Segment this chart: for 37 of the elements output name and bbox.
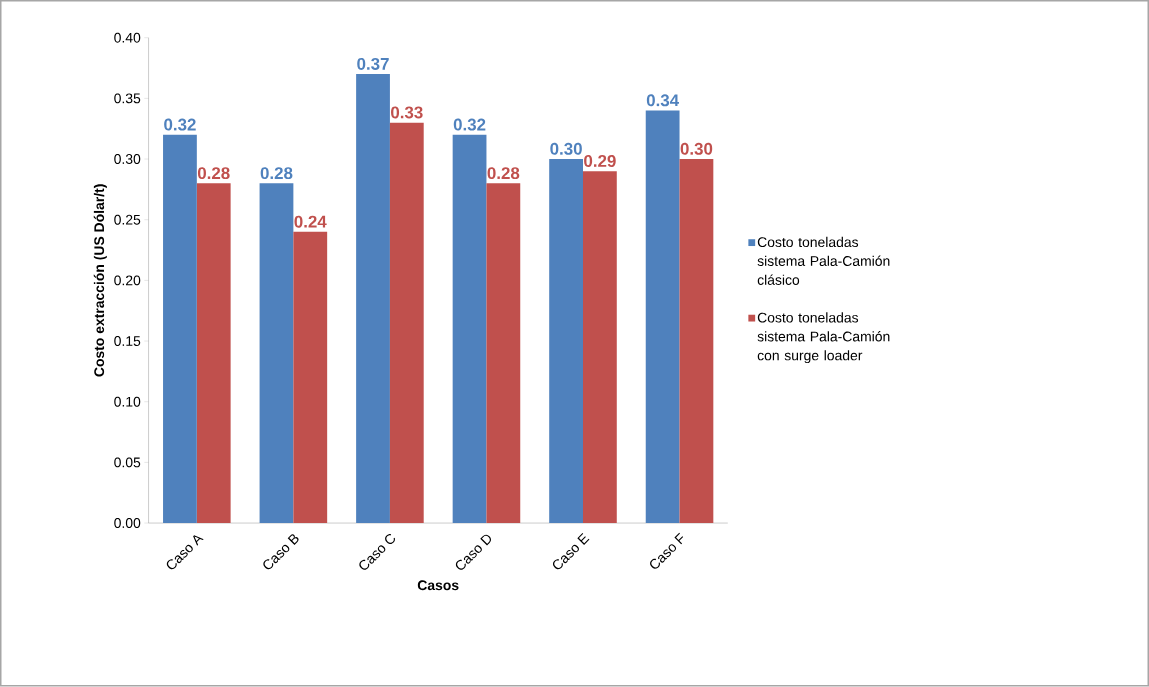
data-label: 0.30 bbox=[550, 143, 582, 156]
bar bbox=[583, 171, 617, 524]
data-label: 0.34 bbox=[646, 94, 680, 107]
legend-label: Costo toneladas sistema Pala-Camión clásico bbox=[757, 237, 890, 286]
bar bbox=[163, 134, 197, 524]
data-label: 0.32 bbox=[453, 118, 486, 131]
data-label: 0.37 bbox=[357, 58, 389, 71]
data-label: 0.28 bbox=[260, 167, 293, 180]
bar bbox=[549, 159, 583, 524]
bar bbox=[452, 134, 487, 524]
bar bbox=[486, 183, 521, 524]
data-label: 0.28 bbox=[197, 167, 230, 180]
y-tick-label: 0.25 bbox=[114, 214, 141, 225]
y-tick-label: 0.35 bbox=[114, 93, 141, 104]
data-label: 0.30 bbox=[680, 143, 713, 156]
y-tick-label: 0.10 bbox=[114, 396, 141, 407]
bar bbox=[259, 183, 294, 524]
bar bbox=[196, 183, 231, 524]
y-tick-label: 0.20 bbox=[114, 275, 141, 286]
y-tick-label: 0.30 bbox=[114, 154, 141, 165]
legend-label: Costo toneladas sistema Pala-Camión con surge loader bbox=[757, 312, 890, 364]
y-tick-label: 0.00 bbox=[114, 518, 141, 529]
bar bbox=[645, 110, 680, 524]
bar bbox=[293, 232, 328, 524]
y-tick-label: 0.05 bbox=[114, 457, 141, 468]
data-label: 0.33 bbox=[391, 106, 423, 119]
data-label: 0.24 bbox=[294, 215, 327, 228]
x-axis-title: Casos bbox=[417, 580, 459, 591]
y-axis-title: Costo extracción (US Dólar/t) bbox=[93, 184, 107, 377]
data-label: 0.32 bbox=[164, 118, 196, 131]
bar bbox=[679, 159, 714, 524]
data-label: 0.28 bbox=[487, 167, 520, 180]
bar bbox=[389, 122, 424, 524]
data-label: 0.29 bbox=[584, 155, 616, 168]
y-tick-label: 0.15 bbox=[114, 336, 141, 347]
y-tick-label: 0.40 bbox=[114, 32, 141, 43]
bar bbox=[356, 74, 390, 524]
